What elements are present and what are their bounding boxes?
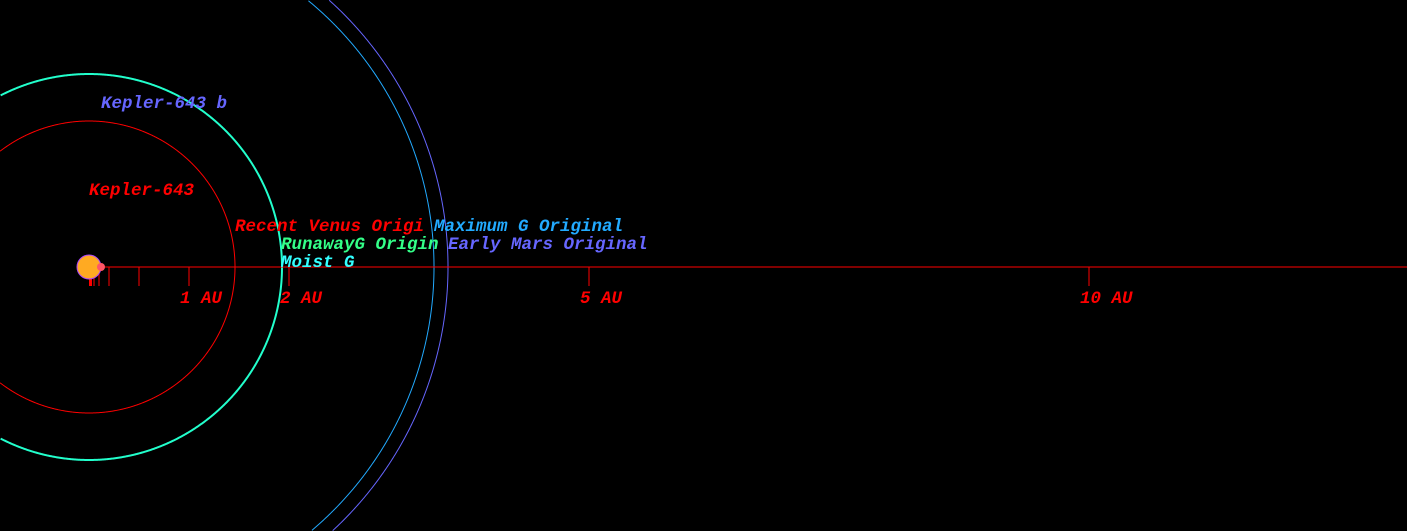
axis-ticks [89, 267, 1090, 286]
planet-label: Kepler-643 b [101, 94, 227, 114]
star-label: Kepler-643 [89, 181, 195, 201]
axis-tick-label: 10 AU [1080, 289, 1133, 309]
zone-label-runaway-greenhouse: RunawayG Origin [281, 235, 439, 255]
zone-label-moist-greenhouse: Moist G [280, 253, 355, 273]
planet-marker-icon [97, 263, 105, 271]
zone-label-early-mars: Early Mars Original [448, 235, 648, 255]
zone-circle [0, 120, 236, 414]
axis-tick-label: 2 AU [280, 289, 323, 309]
axis-tick-labels: 1 AU 2 AU 5 AU 10 AU [180, 289, 1133, 309]
zone-circle [0, 73, 283, 461]
zone-label-recent-venus: Recent Venus Origi [235, 217, 424, 237]
axis-tick-label: 1 AU [180, 289, 223, 309]
axis-tick-label: 5 AU [580, 289, 623, 309]
zone-circles [0, 0, 449, 531]
zone-circle [328, 0, 449, 531]
zone-circle [308, 0, 435, 531]
zone-label-maximum-greenhouse: Maximum G Original [433, 217, 623, 237]
